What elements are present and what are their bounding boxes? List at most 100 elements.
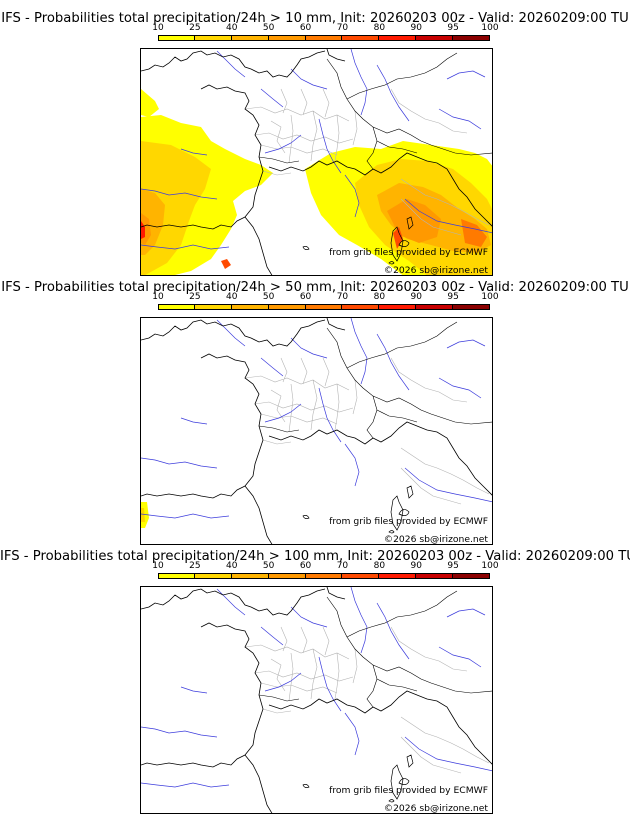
map-canvas	[141, 318, 492, 544]
colorbar-segment	[231, 573, 269, 579]
copyright-credit: ©2026 sb@irizone.net	[383, 803, 488, 814]
precip-probability-area	[141, 508, 145, 522]
colorbar-segment	[305, 35, 343, 41]
colorbar-segment	[194, 573, 232, 579]
colorbar-segment	[158, 304, 195, 310]
precip-probability-area	[221, 259, 231, 269]
colorbar-frame	[158, 304, 490, 310]
colorbar-segment	[416, 573, 454, 579]
colorbar-segment	[158, 35, 195, 41]
country-borders	[258, 590, 492, 708]
panel-title: IFS - Probabilities total precipitation/…	[1, 280, 629, 295]
colorbar-tick-label: 40	[226, 292, 238, 302]
colorbar-tick-label: 90	[410, 561, 422, 571]
colorbar-tick-label: 70	[336, 561, 349, 571]
colorbar-tick-label: 25	[189, 23, 201, 33]
map-panel-3: IFS - Probabilities total precipitation/…	[0, 538, 630, 814]
coastline	[141, 49, 492, 275]
colorbar-segment	[231, 35, 269, 41]
colorbar-tick-label: 90	[410, 292, 422, 302]
colorbar-tick-label: 100	[481, 561, 499, 571]
colorbar-tick-label: 25	[189, 561, 201, 571]
islands	[302, 485, 414, 534]
colorbar-tick-label: 90	[410, 23, 422, 33]
islands	[302, 754, 414, 803]
rivers	[141, 49, 492, 250]
colorbar-tick-label: 50	[262, 23, 275, 33]
colorbar-tick-label: 60	[299, 292, 312, 302]
colorbar-segment	[342, 304, 380, 310]
colorbar-tick-label: 25	[189, 292, 201, 302]
colorbar-segment	[416, 35, 454, 41]
colorbar-segment	[158, 573, 195, 579]
panel-title: IFS - Probabilities total precipitation/…	[1, 11, 629, 26]
colorbar-tick-label: 70	[336, 23, 349, 33]
colorbar-tick-label: 95	[447, 561, 459, 571]
precip-probability-area	[461, 219, 487, 247]
precip-probability-area	[141, 141, 211, 275]
colorbar	[158, 299, 490, 310]
colorbar-segment	[379, 304, 417, 310]
colorbar-tick-label: 95	[447, 23, 459, 33]
colorbar-segment	[342, 35, 380, 41]
colorbar-tick-label: 80	[373, 23, 386, 33]
map-canvas	[141, 49, 492, 275]
source-credit: from grib files provided by ECMWF	[329, 516, 488, 527]
colorbar-segment	[342, 573, 380, 579]
colorbar-tick-label: 100	[481, 292, 499, 302]
colorbar-tick-label: 80	[373, 561, 386, 571]
colorbar-tick-label: 60	[299, 561, 312, 571]
map-area: from grib files provided by ECMWF ©2026 s…	[140, 317, 493, 545]
rivers	[141, 587, 492, 788]
colorbar-tick-label: 60	[299, 23, 312, 33]
colorbar-segment	[416, 304, 454, 310]
colorbar-segment	[379, 35, 417, 41]
colorbar-tick-label: 50	[262, 292, 275, 302]
map-panel-1: IFS - Probabilities total precipitation/…	[0, 0, 630, 276]
colorbar-tick-label: 50	[262, 561, 275, 571]
colorbar-ticks: 10 25 40 50 60 70 80 90 95 100	[148, 24, 500, 33]
country-borders	[258, 52, 492, 170]
map-area: from grib files provided by ECMWF ©2026 s…	[140, 586, 493, 814]
colorbar-segment	[305, 304, 343, 310]
colorbar-ticks: 10 25 40 50 60 70 80 90 95 100	[148, 562, 500, 571]
islands	[302, 216, 414, 265]
region-boundaries	[244, 626, 490, 774]
colorbar-tick-label: 40	[226, 23, 238, 33]
panel-title: IFS - Probabilities total precipitation/…	[0, 549, 630, 564]
colorbar-segment	[231, 304, 269, 310]
colorbar-segment	[268, 573, 306, 579]
copyright-credit: ©2026 sb@irizone.net	[383, 265, 488, 276]
precip-probability-area	[393, 227, 403, 249]
colorbar-ticks: 10 25 40 50 60 70 80 90 95 100	[148, 293, 500, 302]
colorbar-tick-label: 10	[152, 23, 164, 33]
colorbar	[158, 568, 490, 579]
source-credit: from grib files provided by ECMWF	[329, 785, 488, 796]
colorbar-segment	[194, 304, 232, 310]
colorbar-segment	[305, 573, 343, 579]
colorbar	[158, 30, 490, 41]
country-borders	[258, 321, 492, 439]
colorbar-tick-label: 40	[226, 561, 238, 571]
colorbar-segment	[268, 35, 306, 41]
colorbar-tick-label: 10	[152, 292, 164, 302]
colorbar-tick-label: 10	[152, 561, 164, 571]
source-credit: from grib files provided by ECMWF	[329, 247, 488, 258]
map-canvas	[141, 587, 492, 813]
colorbar-tick-label: 80	[373, 292, 386, 302]
colorbar-tick-label: 70	[336, 292, 349, 302]
colorbar-segment	[194, 35, 232, 41]
map-area: from grib files provided by ECMWF ©2026 s…	[140, 48, 493, 276]
colorbar-segment	[379, 573, 417, 579]
coastline	[141, 318, 492, 544]
copyright-credit: ©2026 sb@irizone.net	[383, 534, 488, 545]
colorbar-segment	[268, 304, 306, 310]
colorbar-frame	[158, 573, 490, 579]
precip-probability-area	[141, 89, 159, 117]
precip-probability-area	[141, 221, 145, 239]
map-panel-2: IFS - Probabilities total precipitation/…	[0, 269, 630, 545]
region-boundaries	[244, 357, 490, 505]
colorbar-tick-label: 95	[447, 292, 459, 302]
rivers	[141, 318, 492, 519]
colorbar-tick-label: 100	[481, 23, 499, 33]
